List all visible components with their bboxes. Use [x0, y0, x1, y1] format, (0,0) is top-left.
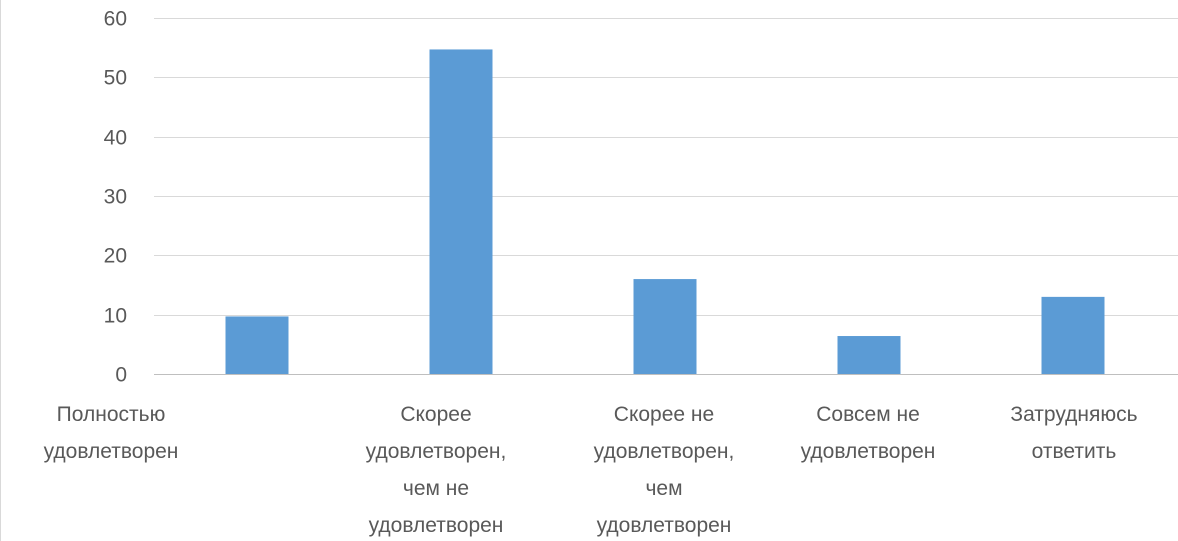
category-label-line: удовлетворен [44, 440, 179, 463]
y-axis-tick-labels: 0 10 20 30 40 50 60 [104, 8, 127, 387]
category-label: Полностью удовлетворен [44, 403, 179, 463]
bar [1041, 296, 1105, 374]
category-label: Затрудняюсь ответить [1010, 403, 1137, 463]
bar [633, 279, 697, 374]
bar [837, 336, 901, 374]
bars [225, 49, 1105, 375]
category-label-line: удовлетворен [369, 514, 504, 537]
category-label: Скорее удовлетворен, чем не удовлетворен [366, 403, 507, 537]
x-axis-category-labels: Полностью удовлетворен Скорее удовлетворен,… [44, 403, 1138, 537]
y-tick-label: 10 [104, 305, 127, 328]
category-label-line: Полностью [57, 403, 166, 426]
bar [429, 49, 493, 375]
y-tick-label: 0 [115, 364, 127, 387]
category-label-line: чем [645, 477, 682, 500]
category-label-line: Скорее не [614, 403, 714, 426]
category-label: Скорее не удовлетворен, чем удовлетворен [594, 403, 735, 537]
category-label-line: удовлетворен, [594, 440, 735, 463]
y-tick-label: 20 [104, 245, 127, 268]
category-label: Совсем не удовлетворен [801, 403, 936, 463]
category-label-line: удовлетворен, [366, 440, 507, 463]
y-tick-label: 30 [104, 186, 127, 209]
category-label-line: удовлетворен [801, 440, 936, 463]
y-tick-label: 50 [104, 67, 127, 90]
bar [225, 316, 289, 374]
category-label-line: Затрудняюсь [1010, 403, 1137, 426]
category-label-line: Скорее [400, 403, 471, 426]
category-label-line: удовлетворен [597, 514, 732, 537]
category-label-line: чем не [403, 477, 469, 500]
category-label-line: ответить [1032, 440, 1117, 463]
y-tick-label: 40 [104, 127, 127, 150]
y-tick-label: 60 [104, 8, 127, 31]
category-label-line: Совсем не [816, 403, 920, 426]
gridlines [154, 18, 1178, 375]
